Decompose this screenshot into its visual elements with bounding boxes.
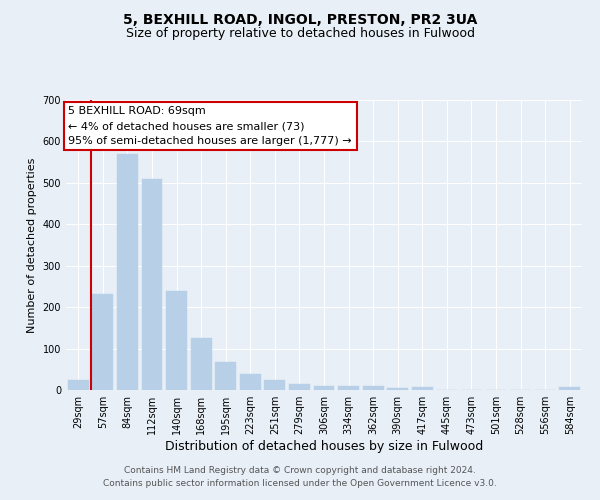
Bar bbox=[559, 386, 580, 390]
X-axis label: Distribution of detached houses by size in Fulwood: Distribution of detached houses by size … bbox=[165, 440, 483, 453]
Bar bbox=[68, 380, 89, 390]
Bar bbox=[387, 388, 408, 390]
Bar bbox=[166, 292, 187, 390]
Bar bbox=[362, 386, 383, 390]
Bar bbox=[117, 154, 138, 390]
Bar bbox=[314, 386, 334, 390]
Y-axis label: Number of detached properties: Number of detached properties bbox=[27, 158, 37, 332]
Text: Contains HM Land Registry data © Crown copyright and database right 2024.
Contai: Contains HM Land Registry data © Crown c… bbox=[103, 466, 497, 487]
Bar bbox=[289, 384, 310, 390]
Bar bbox=[412, 386, 433, 390]
Text: 5 BEXHILL ROAD: 69sqm
← 4% of detached houses are smaller (73)
95% of semi-detac: 5 BEXHILL ROAD: 69sqm ← 4% of detached h… bbox=[68, 106, 352, 146]
Bar bbox=[338, 386, 359, 390]
Bar bbox=[215, 362, 236, 390]
Bar bbox=[240, 374, 261, 390]
Bar bbox=[92, 294, 113, 390]
Text: 5, BEXHILL ROAD, INGOL, PRESTON, PR2 3UA: 5, BEXHILL ROAD, INGOL, PRESTON, PR2 3UA bbox=[123, 12, 477, 26]
Bar bbox=[265, 380, 286, 390]
Bar bbox=[142, 178, 163, 390]
Bar bbox=[191, 338, 212, 390]
Text: Size of property relative to detached houses in Fulwood: Size of property relative to detached ho… bbox=[125, 28, 475, 40]
